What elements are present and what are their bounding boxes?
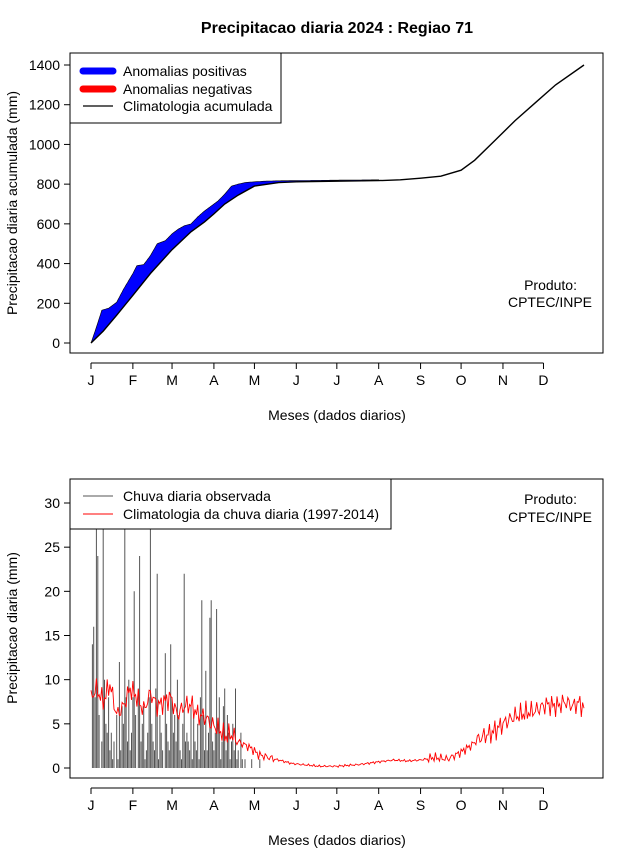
x-tick-label: J: [293, 797, 300, 813]
y-tick-label: 1200: [29, 97, 60, 113]
x-tick-label: S: [416, 372, 425, 388]
daily-climatology-line: [90, 678, 585, 768]
y-tick-label: 400: [37, 256, 61, 272]
legend-label-positive: Anomalias positivas: [123, 63, 247, 79]
x-tick-label: F: [129, 797, 138, 813]
bottom-y-axis-label: Precipitacao diaria (mm): [4, 552, 20, 704]
y-tick-label: 0: [52, 760, 60, 776]
x-tick-label: N: [498, 372, 508, 388]
y-tick-label: 200: [37, 295, 61, 311]
bottom-observed-bars: [91, 529, 261, 768]
negative-anomaly-area: [91, 180, 379, 343]
top-anomaly-areas: [90, 179, 380, 344]
bottom-axes: 0 5 10 15 20 25 30 J F M A M J J A S O N D: [44, 495, 548, 813]
bottom-annotation-line-1: Produto:: [524, 491, 577, 507]
top-y-axis-label: Precipitacao diaria acumulada (mm): [4, 91, 20, 315]
y-tick-label: 1000: [29, 136, 60, 152]
y-tick-label: 25: [44, 539, 60, 555]
x-tick-label: O: [456, 797, 467, 813]
y-tick-label: 10: [44, 672, 60, 688]
top-legend: Anomalias positivas Anomalias negativas …: [69, 52, 282, 124]
x-tick-label: M: [166, 372, 178, 388]
y-tick-label: 20: [44, 583, 60, 599]
figure-title: Precipitacao diaria 2024 : Regiao 71: [201, 20, 473, 37]
legend-label-observed: Chuva diaria observada: [123, 488, 271, 504]
x-tick-label: J: [293, 372, 300, 388]
x-tick-label: D: [538, 797, 548, 813]
legend-label-climatology: Climatologia acumulada: [123, 98, 273, 114]
x-tick-label: A: [374, 372, 384, 388]
x-tick-label: O: [456, 372, 467, 388]
x-tick-label: F: [129, 372, 138, 388]
bottom-x-axis-label: Meses (dados diarios): [268, 832, 406, 848]
y-tick-label: 0: [52, 335, 60, 351]
bottom-legend-box: [69, 478, 392, 530]
x-tick-label: M: [249, 797, 261, 813]
y-tick-label: 30: [44, 495, 60, 511]
y-tick-label: 5: [52, 716, 60, 732]
x-tick-label: A: [374, 797, 384, 813]
bottom-climatology-layer: [90, 678, 585, 768]
x-tick-label: S: [416, 797, 425, 813]
positive-anomaly-area: [90, 179, 380, 344]
x-tick-label: M: [249, 372, 261, 388]
x-tick-label: M: [166, 797, 178, 813]
x-tick-label: J: [333, 372, 340, 388]
x-tick-label: A: [209, 372, 219, 388]
y-tick-label: 1400: [29, 57, 60, 73]
x-tick-label: J: [88, 797, 95, 813]
top-annotation-line-2: CPTEC/INPE: [508, 294, 592, 310]
bottom-panel: 0 5 10 15 20 25 30 J F M A M J J A S O N D Meses (dados di…: [4, 478, 604, 848]
top-climatology-layer: [90, 64, 585, 344]
x-tick-label: A: [209, 797, 219, 813]
x-tick-label: D: [538, 372, 548, 388]
climatology-accumulated-line: [90, 64, 585, 344]
y-tick-label: 15: [44, 628, 60, 644]
top-axes: 0 200 400 600 800 1000 1200 1400 J F M A M J J A S O N D: [29, 57, 549, 388]
x-tick-label: N: [498, 797, 508, 813]
top-panel: 0 200 400 600 800 1000 1200 1400 J F M A M J J A S O N D Me…: [4, 52, 604, 423]
legend-label-daily-climatology: Climatologia da chuva diaria (1997-2014): [123, 506, 379, 522]
y-tick-label: 600: [37, 216, 61, 232]
bottom-legend: Chuva diaria observada Climatologia da c…: [69, 478, 392, 530]
y-tick-label: 800: [37, 176, 61, 192]
bottom-annotation-line-2: CPTEC/INPE: [508, 509, 592, 525]
x-tick-label: J: [88, 372, 95, 388]
top-x-axis-label: Meses (dados diarios): [268, 407, 406, 423]
legend-label-negative: Anomalias negativas: [123, 81, 252, 97]
x-tick-label: J: [333, 797, 340, 813]
top-annotation-line-1: Produto:: [524, 277, 577, 293]
